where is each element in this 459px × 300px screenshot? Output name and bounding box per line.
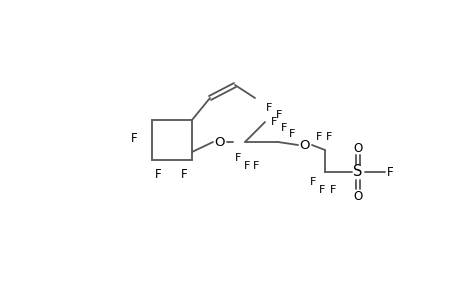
Text: F: F [288,129,295,139]
Text: F: F [265,103,272,113]
Text: F: F [329,185,336,195]
Text: F: F [386,166,392,178]
Text: F: F [315,132,321,142]
Text: O: O [353,190,362,202]
Text: S: S [353,164,362,179]
Text: F: F [234,153,241,163]
Text: F: F [309,177,315,187]
Text: O: O [299,139,309,152]
Text: F: F [270,117,277,127]
Text: F: F [318,185,325,195]
Text: O: O [214,136,225,148]
Text: O: O [353,142,362,154]
Text: F: F [280,123,286,133]
Text: F: F [180,169,187,182]
Text: F: F [275,110,281,120]
Text: F: F [154,169,161,182]
Text: F: F [325,132,331,142]
Text: F: F [243,161,250,171]
Text: F: F [130,131,137,145]
Text: F: F [252,161,258,171]
